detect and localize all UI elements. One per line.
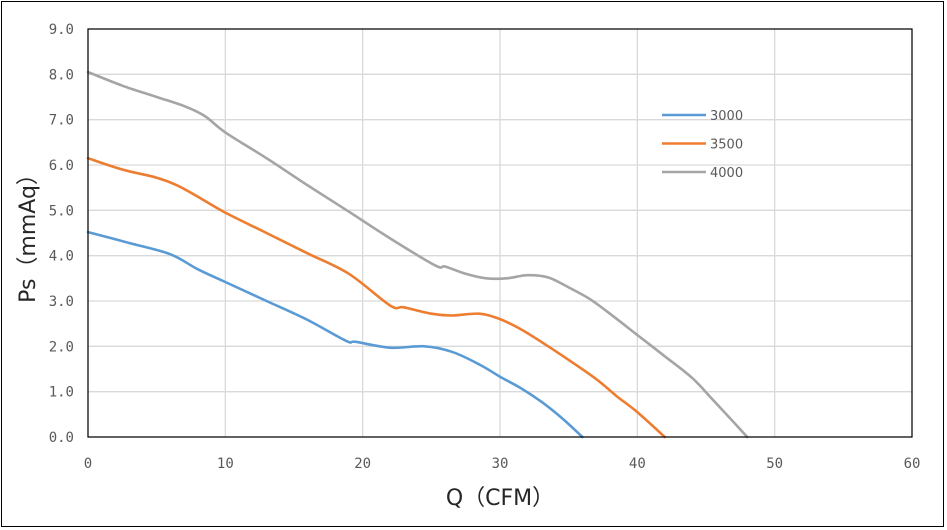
series-lines (86, 70, 749, 439)
legend-label: 4000 (710, 166, 743, 181)
x-tick-label: 40 (629, 456, 646, 472)
y-tick-label: 4.0 (49, 249, 74, 265)
x-axis-ticks: 0 10 20 30 40 50 60 (84, 456, 921, 472)
y-tick-label: 1.0 (49, 385, 74, 401)
y-tick-label: 9.0 (49, 22, 74, 38)
x-tick-label: 60 (904, 456, 921, 472)
series-line-3000 (86, 230, 584, 439)
x-tick-label: 10 (217, 456, 234, 472)
series-line-3500 (86, 156, 667, 439)
series-line-4000 (86, 70, 749, 439)
y-tick-label: 6.0 (49, 158, 74, 174)
y-tick-label: 5.0 (49, 203, 74, 219)
x-tick-label: 50 (766, 456, 783, 472)
legend-label: 3000 (710, 109, 743, 124)
legend: 3000 3500 4000 (662, 109, 743, 181)
plot-area-border (87, 28, 913, 438)
legend-label: 3500 (710, 138, 743, 153)
y-axis-ticks: 0.0 1.0 2.0 3.0 4.0 5.0 6.0 7.0 8.0 9.0 (49, 22, 74, 446)
x-tick-label: 30 (492, 456, 509, 472)
x-tick-label: 20 (354, 456, 371, 472)
y-tick-label: 0.0 (49, 430, 74, 446)
x-tick-label: 0 (84, 456, 92, 472)
y-tick-label: 8.0 (49, 67, 74, 83)
y-tick-label: 7.0 (49, 113, 74, 129)
y-tick-label: 2.0 (49, 339, 74, 355)
y-tick-label: 3.0 (49, 294, 74, 310)
y-axis-title: Ps（mmAq） (16, 163, 41, 303)
x-axis-title: Q（CFM） (446, 486, 554, 511)
